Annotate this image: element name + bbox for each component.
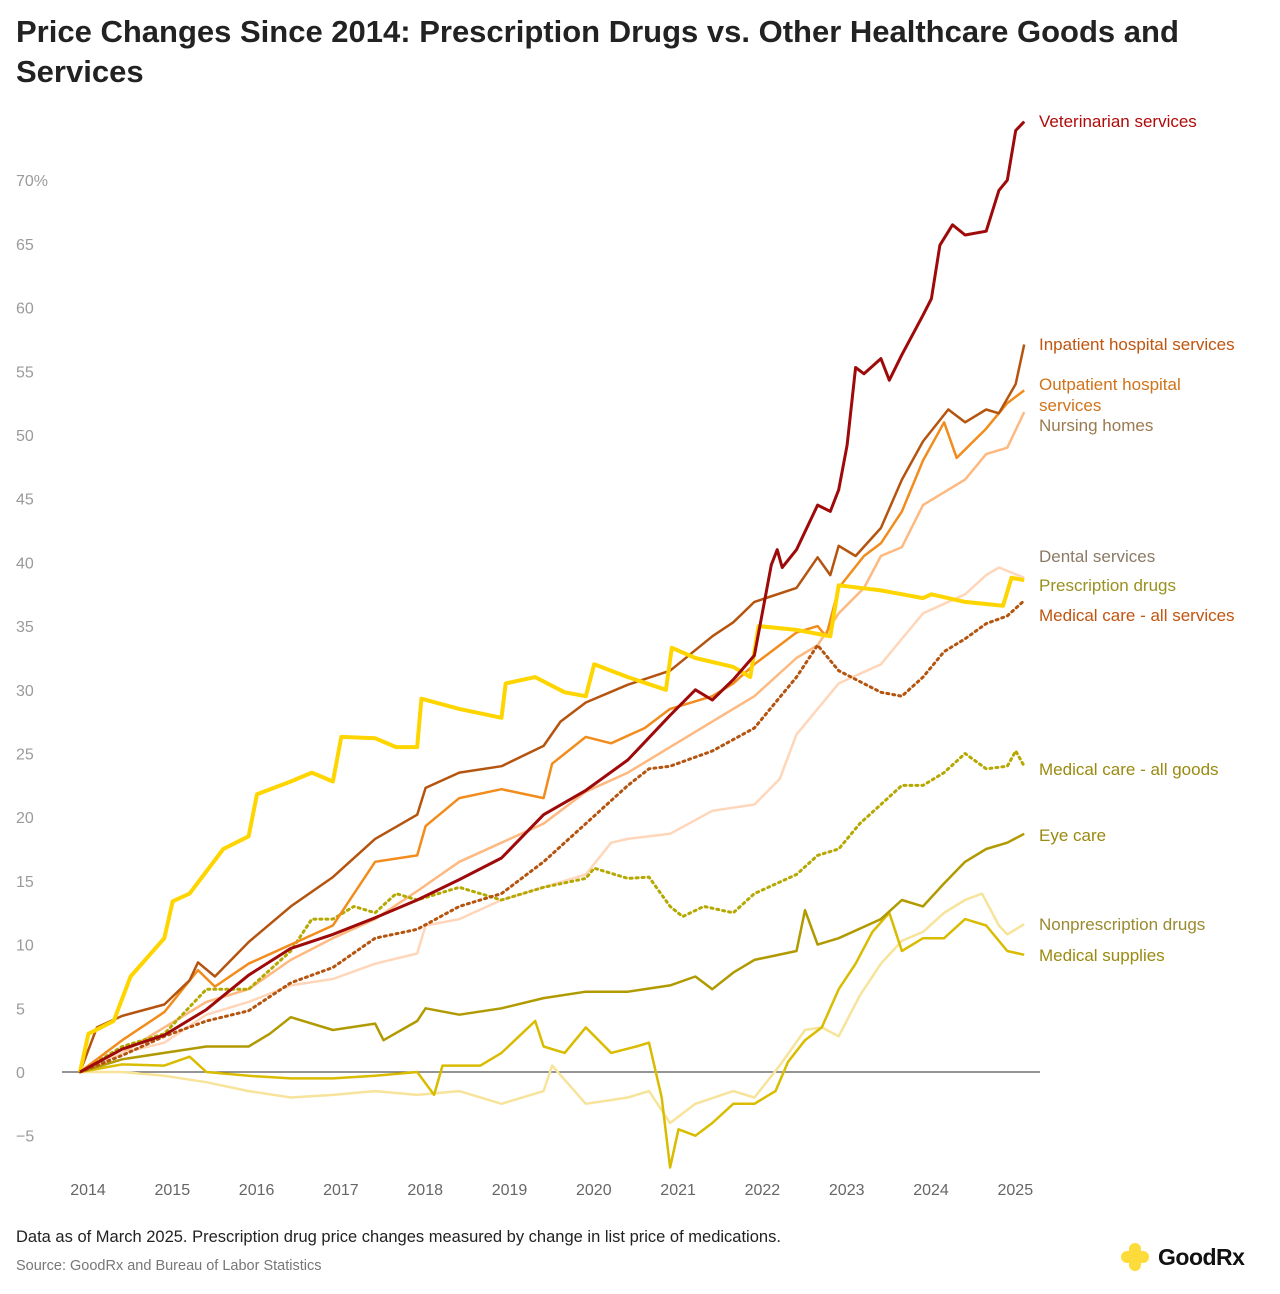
y-tick-label: 25 [16, 747, 34, 764]
y-tick-label: 45 [16, 492, 34, 509]
x-tick-label: 2020 [576, 1182, 612, 1199]
y-tick-label: −5 [16, 1129, 34, 1146]
x-tick-label: 2017 [323, 1182, 359, 1199]
x-tick-label: 2018 [407, 1182, 443, 1199]
series-label: Outpatient hospital services [1039, 375, 1181, 415]
y-tick-label: 10 [16, 938, 34, 955]
series-line-eye-care [79, 832, 1025, 1074]
series-line-medical-supplies [79, 911, 1025, 1169]
source-note: Source: GoodRx and Bureau of Labor Stati… [16, 1258, 322, 1274]
series-label: Eye care [1039, 826, 1107, 845]
x-tick-label: 2025 [998, 1182, 1034, 1199]
series-label: Medical supplies [1039, 946, 1165, 965]
series-label: Inpatient hospital services [1039, 335, 1235, 354]
y-tick-label: 60 [16, 301, 34, 318]
y-tick-label: 55 [16, 364, 34, 381]
series-label: Medical care - all goods [1039, 760, 1219, 779]
series-label: Dental services [1039, 547, 1156, 566]
x-tick-label: 2016 [239, 1182, 275, 1199]
footnote: Data as of March 2025. Prescription drug… [16, 1228, 781, 1246]
y-tick-label: 0 [16, 1065, 25, 1082]
series-label: Nursing homes [1039, 416, 1154, 435]
x-tick-label: 2014 [70, 1182, 106, 1199]
x-tick-label: 2021 [660, 1182, 696, 1199]
series-line-nonprescription-drugs [80, 892, 1025, 1125]
x-tick-label: 2019 [492, 1182, 528, 1199]
y-tick-label: 5 [16, 1001, 25, 1018]
y-tick-label: 50 [16, 428, 34, 445]
goodrx-logo: GoodRx [1120, 1242, 1245, 1272]
y-tick-label: 35 [16, 619, 34, 636]
series-line-nursing-homes [79, 411, 1026, 1074]
x-tick-label: 2023 [829, 1182, 865, 1199]
y-tick-label: 40 [16, 555, 34, 572]
series-line-medical-care-all-services [78, 599, 1026, 1074]
y-tick-label: 15 [16, 874, 34, 891]
chart-title: Price Changes Since 2014: Prescription D… [16, 14, 1179, 89]
y-tick-label: 65 [16, 237, 34, 254]
y-tick-label: 20 [16, 810, 34, 827]
goodrx-plus-icon [1121, 1243, 1149, 1271]
series-line-outpatient-hospital-services [79, 389, 1025, 1073]
y-tick-label: 70% [16, 173, 48, 190]
series-label: Medical care - all services [1039, 606, 1235, 625]
series-label: Nonprescription drugs [1039, 915, 1206, 934]
y-tick-label: 30 [16, 683, 34, 700]
series-line-inpatient-hospital-services [78, 344, 1026, 1073]
series-line-veterinarian-services [79, 120, 1026, 1074]
x-tick-label: 2022 [745, 1182, 781, 1199]
series-label: Veterinarian services [1039, 112, 1197, 131]
series-line-prescription-drugs [78, 575, 1025, 1073]
series-line-medical-care-all-goods [78, 749, 1026, 1074]
series-label: Prescription drugs [1039, 576, 1177, 595]
series-lines [78, 120, 1026, 1169]
x-tick-label: 2015 [155, 1182, 191, 1199]
x-axis-ticks: 2014 2015 2016 2017 2018 2019 2020 2021 2022 2023… [70, 1182, 1033, 1199]
logo-text: GoodRx [1158, 1243, 1245, 1270]
x-tick-label: 2024 [913, 1182, 949, 1199]
